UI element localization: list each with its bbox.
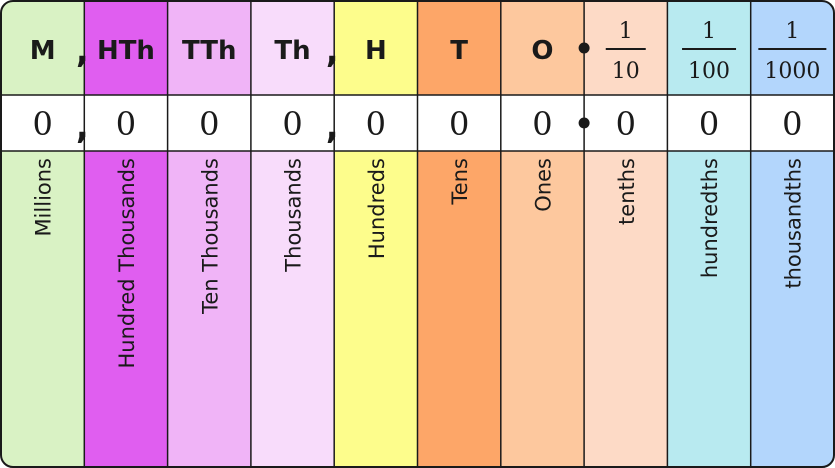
place-name-tens: Tens: [448, 158, 472, 205]
header-hundredths-numerator: 1: [702, 19, 716, 44]
header-tenths-numerator: 1: [619, 19, 633, 44]
place-name-hundreds: Hundreds: [365, 158, 389, 259]
digit-millions: 0: [32, 105, 52, 143]
header-hundred-thousands: HTh: [97, 36, 155, 66]
column-thousands-background: [250, 1, 335, 467]
column-hundred-thousands-background: [84, 1, 169, 467]
comma-separator-digit: ,: [76, 107, 89, 147]
digit-cell-millions: [1, 95, 85, 151]
column-hundreds-background: [334, 1, 418, 467]
column-hundredths-background: [667, 1, 752, 467]
place-name-ten-thousands: Ten Thousands: [198, 158, 222, 315]
digit-cell-ten-thousands: [167, 95, 252, 151]
header-thousands: Th: [274, 36, 310, 66]
digit-hundred-thousands: 0: [116, 105, 136, 143]
column-ten-thousands-background: [167, 1, 252, 467]
header-thousandths-numerator: 1: [785, 19, 799, 44]
digit-cell-thousands: [250, 95, 335, 151]
digit-thousandths: 0: [782, 105, 802, 143]
digit-cell-tenths: [584, 95, 668, 151]
header-tens: T: [450, 36, 468, 66]
digit-hundredths: 0: [699, 105, 719, 143]
digit-tens: 0: [449, 105, 469, 143]
decimal-point-digit: [578, 117, 590, 129]
place-name-hundredths: hundredths: [698, 158, 722, 278]
column-thousandths-background: [750, 1, 834, 467]
comma-separator-digit: ,: [326, 107, 339, 147]
digit-thousands: 0: [282, 105, 302, 143]
column-millions-background: [1, 1, 85, 467]
header-hundredths-denominator: 100: [688, 59, 730, 84]
digit-cell-thousandths: [750, 95, 834, 151]
header-thousandths-denominator: 1000: [764, 59, 820, 84]
digit-cell-hundred-thousands: [84, 95, 169, 151]
column-ones-background: [500, 1, 585, 467]
comma-separator-header: ,: [326, 31, 339, 71]
digit-cell-hundreds: [334, 95, 418, 151]
column-tenths-background: [584, 1, 668, 467]
place-name-ones: Ones: [531, 158, 555, 212]
place-name-millions: Millions: [32, 158, 56, 237]
header-millions: M: [30, 36, 56, 66]
header-tenths-denominator: 10: [612, 59, 640, 84]
place-name-hundred-thousands: Hundred Thousands: [115, 158, 139, 369]
place-name-thousands: Thousands: [282, 158, 306, 273]
decimal-point-header: [578, 42, 590, 54]
digit-ten-thousands: 0: [199, 105, 219, 143]
column-tens-background: [417, 1, 502, 467]
digit-ones: 0: [532, 105, 552, 143]
place-name-tenths: tenths: [615, 158, 639, 225]
place-name-thousandths: thousandths: [781, 158, 805, 289]
digit-tenths: 0: [616, 105, 636, 143]
comma-separator-header: ,: [76, 31, 89, 71]
digit-cell-ones: [500, 95, 585, 151]
header-ones: O: [531, 36, 553, 66]
digit-hundreds: 0: [366, 105, 386, 143]
header-hundreds: H: [365, 36, 387, 66]
header-ten-thousands: TTh: [182, 36, 237, 66]
digit-cell-hundredths: [667, 95, 752, 151]
digit-cell-tens: [417, 95, 502, 151]
